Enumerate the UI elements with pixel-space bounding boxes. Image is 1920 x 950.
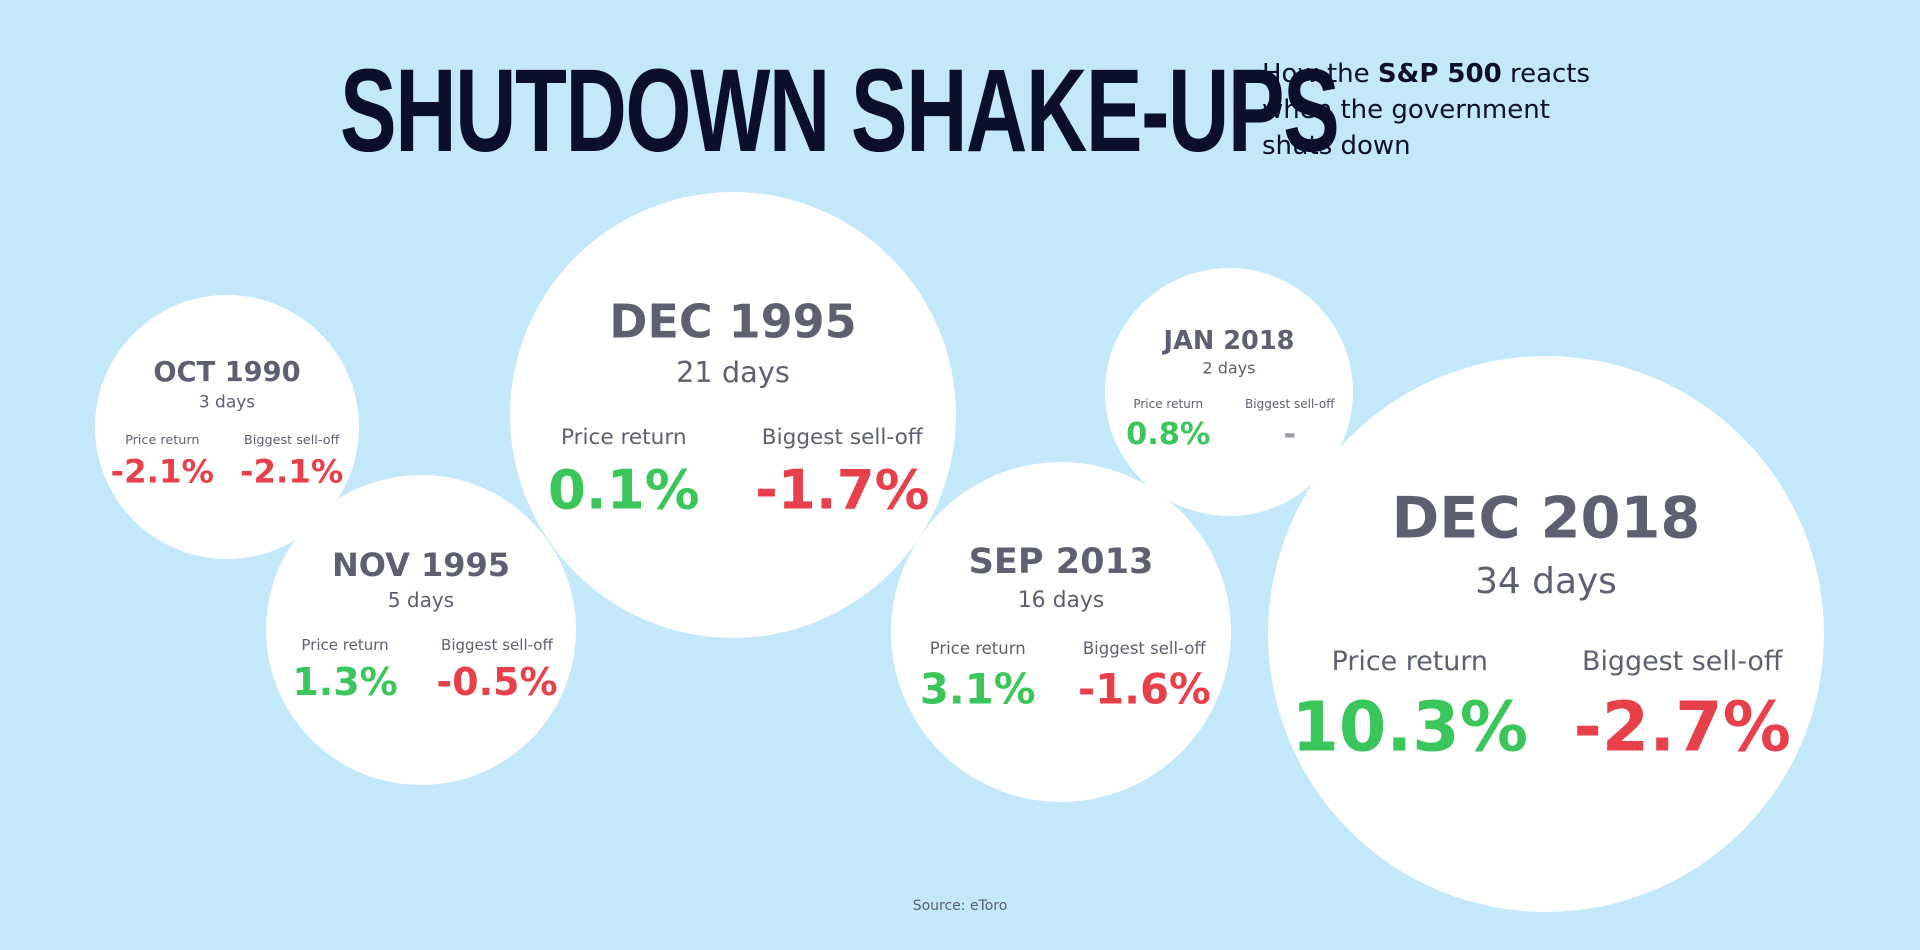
page-title: SHUTDOWN SHAKE-UPS <box>340 45 1340 177</box>
bubble-period: OCT 1990 <box>153 357 300 388</box>
price-return-value: 3.1% <box>920 664 1036 713</box>
sell-off-value: -0.5% <box>436 660 557 704</box>
source-note: Source: eToro <box>912 898 1008 914</box>
sell-off-value: -2.7% <box>1574 689 1791 768</box>
sell-off-label: Biggest sell-off <box>1245 397 1335 411</box>
sell-off-label: Biggest sell-off <box>762 425 924 450</box>
sell-off-value: -1.7% <box>755 458 929 522</box>
bubble-duration: 21 days <box>676 355 790 389</box>
bubble <box>891 462 1231 802</box>
subtitle-bold: S&P 500 <box>1377 59 1502 89</box>
bubble-period: DEC 1995 <box>609 294 856 348</box>
bubble-duration: 2 days <box>1202 359 1255 378</box>
price-return-value: 0.1% <box>548 458 700 522</box>
bubble-group: SEP 2013 16 days Price return Biggest sell-… <box>891 462 1231 802</box>
page-subtitle: How the S&P 500 reacts when the governme… <box>1262 56 1622 164</box>
price-return-value: 10.3% <box>1291 689 1528 768</box>
price-return-label: Price return <box>301 636 388 654</box>
sell-off-label: Biggest sell-off <box>244 433 341 448</box>
price-return-label: Price return <box>1133 397 1203 411</box>
bubble <box>510 192 956 638</box>
bubble-period: NOV 1995 <box>332 546 510 584</box>
bubble-group: JAN 2018 2 days Price return Biggest sell-o… <box>1105 268 1353 516</box>
bubble-period: SEP 2013 <box>969 541 1154 582</box>
bubble <box>1105 268 1353 516</box>
bubble <box>1268 356 1824 912</box>
bubble-group: OCT 1990 3 days Price return Biggest sell-o… <box>95 295 359 559</box>
bubble-group: DEC 1995 21 days Price return Biggest sell-… <box>510 192 956 638</box>
sell-off-label: Biggest sell-off <box>1083 639 1207 658</box>
bubble-duration: 5 days <box>388 588 454 612</box>
sell-off-value: -1.6% <box>1078 664 1211 713</box>
bubble <box>95 295 359 559</box>
bubble-group: DEC 2018 34 days Price return Biggest sell-… <box>1268 356 1824 912</box>
bubble-duration: 3 days <box>199 392 255 412</box>
price-return-label: Price return <box>561 425 687 450</box>
price-return-value: -2.1% <box>111 452 214 490</box>
price-return-value: 0.8% <box>1126 417 1210 452</box>
price-return-value: 1.3% <box>292 660 397 704</box>
bubble-period: JAN 2018 <box>1162 326 1295 356</box>
subtitle-post: reacts when the government shuts down <box>1262 59 1591 161</box>
price-return-label: Price return <box>1332 646 1488 677</box>
sell-off-label: Biggest sell-off <box>1582 646 1784 677</box>
bubble-period: DEC 2018 <box>1392 484 1701 551</box>
price-return-label: Price return <box>125 433 199 448</box>
bubble <box>266 475 576 785</box>
subtitle-pre: How the <box>1262 59 1378 89</box>
bubble-duration: 16 days <box>1018 588 1104 613</box>
sell-off-value: -2.1% <box>240 452 343 490</box>
bubble-group: NOV 1995 5 days Price return Biggest sell-o… <box>266 475 576 785</box>
price-return-label: Price return <box>930 639 1026 658</box>
bubble-layer: OCT 1990 3 days Price return Biggest sell-o… <box>95 192 1824 912</box>
bubble-duration: 34 days <box>1475 561 1617 602</box>
sell-off-label: Biggest sell-off <box>441 636 553 654</box>
sell-off-value: - <box>1283 417 1296 452</box>
